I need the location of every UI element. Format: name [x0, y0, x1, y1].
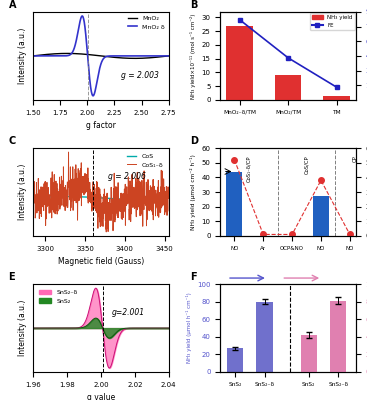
Text: A: A [8, 0, 16, 10]
X-axis label: g factor: g factor [86, 121, 116, 130]
Text: g = 2.003: g = 2.003 [121, 71, 159, 80]
MnO₂ [124, 56, 128, 60]
CoS₁₋δ [167, 195, 171, 200]
MnO₂ [132, 56, 137, 61]
MnO₂ [167, 54, 171, 58]
Text: E: E [8, 272, 15, 282]
MnO₂ [139, 56, 144, 61]
Y-axis label: Intensity (a.u.): Intensity (a.u.) [18, 28, 28, 84]
X-axis label: Magnetic field (Gauss): Magnetic field (Gauss) [58, 257, 144, 266]
CoS₁₋δ [31, 190, 35, 195]
CoS [132, 197, 137, 202]
CoS [134, 197, 138, 202]
Bar [227, 348, 243, 372]
MnO₂ [65, 51, 69, 56]
Line: CoS: CoS [33, 196, 169, 199]
CoS₁₋δ [148, 199, 152, 204]
Bar [275, 75, 301, 100]
Text: g=2.001: g=2.001 [112, 308, 145, 317]
CoS₁₋δ [66, 150, 71, 154]
MnO₂ [45, 52, 49, 57]
MnO₂ δ [31, 54, 35, 58]
X-axis label: g value: g value [87, 393, 115, 400]
Text: D: D [190, 136, 199, 146]
Y-axis label: NH₃ yield (μmol h⁻¹ cm⁻¹): NH₃ yield (μmol h⁻¹ cm⁻¹) [185, 293, 192, 364]
MnO₂ δ [167, 54, 171, 58]
MnO₂ δ [86, 58, 90, 63]
CoS [167, 196, 171, 200]
CoS₁₋δ [104, 230, 108, 234]
Text: C: C [8, 136, 16, 146]
CoS [110, 196, 114, 201]
Bar [323, 96, 350, 100]
CoS [113, 196, 118, 201]
CoS₁₋δ [110, 198, 115, 203]
Line: CoS₁₋δ: CoS₁₋δ [33, 152, 169, 232]
CoS [39, 195, 44, 200]
Text: g = 2.006: g = 2.006 [108, 172, 146, 181]
Bar [226, 26, 253, 100]
MnO₂ δ [139, 54, 144, 58]
MnO₂ [91, 53, 95, 58]
Bar [257, 302, 273, 372]
MnO₂ δ [137, 54, 141, 58]
Y-axis label: Intensity (a.u.): Intensity (a.u.) [18, 300, 28, 356]
Bar [330, 301, 346, 372]
CoS [31, 196, 35, 200]
MnO₂ δ [80, 14, 84, 18]
MnO₂ [86, 52, 90, 57]
Text: F: F [190, 272, 197, 282]
Legend: NH₃ yield, FE: NH₃ yield, FE [309, 13, 355, 30]
Text: CP: CP [353, 156, 358, 162]
CoS [148, 196, 152, 201]
CoS₁₋δ [39, 214, 44, 219]
CoS [65, 194, 69, 199]
Legend: CoS, CoS₁₋δ: CoS, CoS₁₋δ [124, 151, 166, 170]
MnO₂ δ [91, 93, 95, 98]
Bar [226, 172, 242, 236]
CoS₁₋δ [117, 200, 122, 205]
Text: CoS/CP: CoS/CP [304, 156, 309, 174]
Text: CoS₁₋δ/CP: CoS₁₋δ/CP [246, 156, 251, 182]
Text: B: B [190, 0, 198, 10]
Line: MnO₂: MnO₂ [33, 54, 169, 58]
Bar [301, 335, 317, 372]
Y-axis label: Intensity (a.u.): Intensity (a.u.) [18, 164, 28, 220]
MnO₂ [31, 54, 35, 58]
MnO₂ δ [91, 94, 95, 98]
Y-axis label: NH₃ yield×10⁻¹¹ (mol s⁻¹ cm⁻²): NH₃ yield×10⁻¹¹ (mol s⁻¹ cm⁻²) [190, 13, 196, 98]
MnO₂ [137, 56, 141, 61]
MnO₂ δ [124, 54, 129, 58]
MnO₂ δ [45, 54, 49, 58]
Legend: MnO₂, MnO₂ δ: MnO₂, MnO₂ δ [126, 13, 167, 32]
CoS₁₋δ [134, 214, 138, 219]
Y-axis label: NH₃ yield (μmol cm⁻² h⁻¹): NH₃ yield (μmol cm⁻² h⁻¹) [190, 154, 196, 230]
Legend: SnS₂₋δ, SnS₂: SnS₂₋δ, SnS₂ [36, 287, 80, 306]
CoS₁₋δ [113, 213, 118, 218]
CoS [117, 196, 122, 201]
Line: MnO₂ δ: MnO₂ δ [33, 16, 169, 96]
Bar [313, 196, 329, 236]
